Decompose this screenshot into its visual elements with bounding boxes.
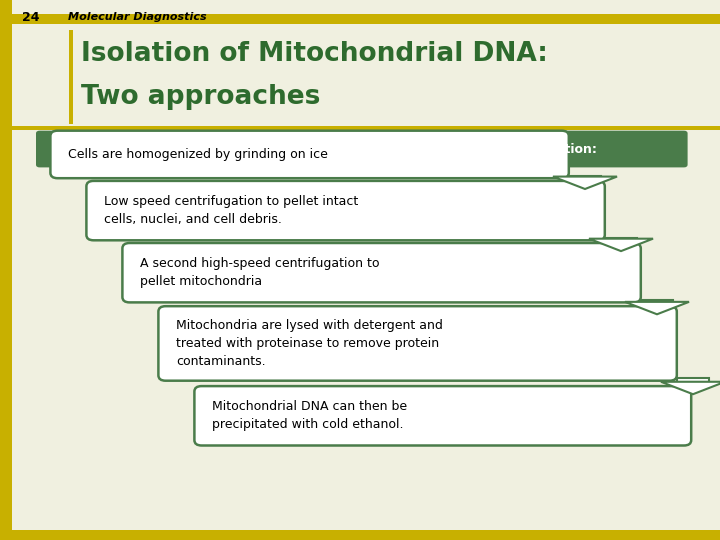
Polygon shape [625,302,689,314]
Text: A second high-speed centrifugation to
pellet mitochondria: A second high-speed centrifugation to pe… [140,257,380,288]
Polygon shape [553,177,617,189]
FancyBboxPatch shape [194,386,691,445]
Text: Molecular Diagnostics: Molecular Diagnostics [68,12,207,22]
Text: Low speed centrifugation to pellet intact
cells, nuclei, and cell debris.: Low speed centrifugation to pellet intac… [104,195,359,226]
FancyBboxPatch shape [677,378,709,382]
FancyBboxPatch shape [641,300,673,302]
Bar [0,0,12,540]
Bar [69,30,73,124]
Text: Cells are homogenized by grinding on ice: Cells are homogenized by grinding on ice [68,148,328,161]
FancyBboxPatch shape [605,238,637,239]
Text: The first approach is to isolate the mitochondria by centrifugation:: The first approach is to isolate the mit… [127,143,597,156]
Text: Mitochondria are lysed with detergent and
treated with proteinase to remove prot: Mitochondria are lysed with detergent an… [176,319,444,368]
Text: Isolation of Mitochondrial DNA:: Isolation of Mitochondrial DNA: [81,41,547,67]
Polygon shape [589,239,653,251]
FancyBboxPatch shape [86,181,605,240]
FancyBboxPatch shape [50,131,569,178]
Text: Two approaches: Two approaches [81,84,320,110]
FancyBboxPatch shape [36,131,688,167]
FancyBboxPatch shape [122,243,641,302]
Bar [12,126,720,130]
Text: Mitochondrial DNA can then be
precipitated with cold ethanol.: Mitochondrial DNA can then be precipitat… [212,400,408,431]
Bar [0,530,720,540]
Text: 24: 24 [22,11,39,24]
Polygon shape [661,382,720,394]
Bar [0,14,720,24]
FancyBboxPatch shape [569,176,601,177]
FancyBboxPatch shape [158,306,677,381]
